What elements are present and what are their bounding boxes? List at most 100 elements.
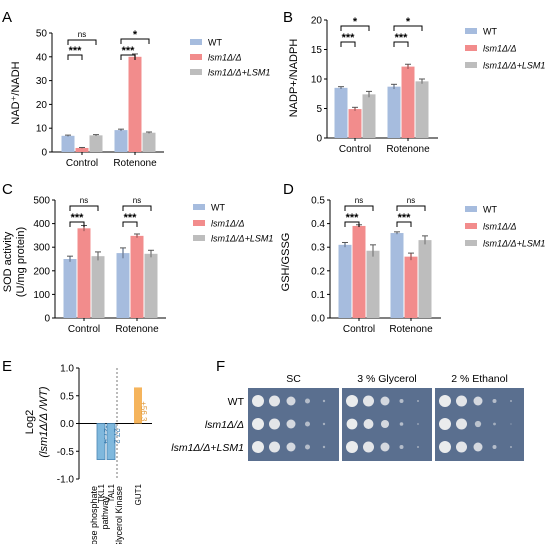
panel-a-sig-bracket — [120, 38, 150, 44]
panel-c-sig-label: ns — [80, 196, 88, 205]
panel-b-ytick-label: 5 — [316, 104, 322, 115]
panel-d-sig-label: ns — [407, 196, 415, 205]
panel-e-group-label: Pentose phosphate — [89, 486, 99, 544]
panel-e-bar-value: +56.3 — [139, 401, 148, 422]
spot-colony — [322, 445, 326, 449]
spot-colony — [380, 442, 390, 452]
panel-b-bar — [362, 94, 376, 138]
spot-colony — [439, 441, 451, 453]
spot-strain-label: lsm1Δ/Δ+LSM1 — [171, 442, 244, 454]
panel-b-ytick-label: 15 — [311, 45, 323, 56]
panel-a-legend-label: lsm1Δ/Δ — [208, 53, 242, 63]
panel-b-legend-swatch — [465, 45, 477, 51]
panel-d-ytick-label: 0.3 — [311, 243, 325, 254]
panel-d-sig-label: *** — [398, 212, 412, 224]
panel-c-legend-swatch — [193, 220, 205, 226]
panel-a-sig-label: *** — [122, 45, 136, 57]
panel-b-bar — [415, 81, 429, 138]
panel-d-legend-label: lsm1Δ/Δ — [483, 222, 517, 232]
spot-strain-label: WT — [228, 396, 245, 408]
panel-e-bar — [134, 387, 142, 424]
panel-c-ytick-label: 500 — [33, 196, 50, 207]
panel-c-legend-swatch — [193, 204, 205, 210]
panel-a-xtick-label: Rotenone — [113, 158, 157, 169]
spot-colony — [252, 418, 264, 430]
panel-e-ytick-label: -0.5 — [57, 447, 75, 458]
spot-colony — [380, 419, 390, 429]
panel-letter-d: D — [283, 181, 294, 198]
panel-e-ytick-label: -1.0 — [57, 475, 75, 486]
spot-colony — [269, 441, 280, 453]
panel-d-ytick-label: 0.1 — [311, 290, 325, 301]
panel-a-ylabel: NAD⁺/NADH — [10, 61, 22, 124]
spot-strain-label: lsm1Δ/Δ — [205, 419, 244, 431]
spot-colony — [346, 418, 358, 430]
panel-letter-c: C — [2, 181, 13, 198]
panel-c-bar — [144, 253, 158, 318]
panel-c-bar — [91, 256, 105, 318]
panel-a-legend-label: WT — [208, 38, 222, 48]
panel-letter-b: B — [283, 9, 293, 26]
panel-c-legend-swatch — [193, 235, 205, 241]
panel-a-sig-bracket — [67, 39, 97, 45]
panel-b-sig-label: *** — [395, 32, 409, 44]
spot-colony — [474, 420, 482, 428]
panel-a-sig-label: * — [133, 29, 138, 41]
panel-c-ytick-label: 300 — [33, 243, 50, 254]
panel-e-ylabel: Log2 — [24, 410, 36, 434]
panel-a-bar — [128, 56, 142, 152]
spot-colony — [286, 419, 296, 429]
panel-d-sig-label: *** — [346, 212, 360, 224]
panel-c-bar — [77, 228, 91, 318]
panel-a-bar — [89, 135, 103, 152]
spot-colony — [439, 395, 451, 407]
panel-letter-f: F — [216, 358, 225, 375]
spot-colony — [456, 395, 467, 407]
panel-d-bar — [338, 244, 352, 318]
panel-c-sig-bracket — [122, 221, 138, 227]
panel-e-gene-label: TAL1 — [107, 483, 116, 502]
spot-colony — [346, 441, 358, 453]
spot-colony — [322, 399, 326, 403]
panel-a-ytick-label: 0 — [41, 148, 47, 159]
spot-colony — [510, 446, 512, 448]
panel-d-ytick-label: 0.0 — [311, 314, 325, 325]
panel-a-legend-swatch — [190, 69, 202, 75]
panel-e-bar-value: -27.2 — [112, 426, 121, 445]
panel-c-sig-bracket — [122, 205, 152, 211]
panel-b-ytick-label: 0 — [316, 134, 322, 145]
spot-colony — [456, 441, 467, 453]
panel-d-ytick-label: 0.4 — [311, 219, 325, 230]
panel-b-ytick-label: 20 — [311, 16, 323, 27]
panel-b-sig-bracket — [340, 41, 356, 47]
panel-e-gene-label: TKL1 — [97, 483, 106, 503]
spot-colony — [399, 445, 404, 449]
panel-e-ytick-label: 0.5 — [60, 391, 74, 402]
spot-colony — [286, 442, 296, 452]
panel-d-bar — [390, 233, 404, 318]
panel-b-bar — [387, 86, 401, 138]
panel-a-bar — [114, 130, 128, 152]
spot-condition-label: 2 % Ethanol — [451, 373, 508, 385]
panel-a-ytick-label: 40 — [36, 52, 48, 63]
panel-c-ytick-label: 0 — [44, 314, 50, 325]
panel-b-xtick-label: Rotenone — [386, 144, 430, 155]
panel-letter-a: A — [2, 9, 12, 26]
spot-colony — [305, 398, 310, 404]
spot-condition-label: SC — [286, 373, 301, 385]
panel-b-sig-label: * — [406, 16, 411, 28]
panel-d-ytick-label: 0.2 — [311, 266, 325, 277]
spot-colony — [305, 444, 310, 450]
panel-c-ytick-label: 100 — [33, 290, 50, 301]
spot-colony — [473, 396, 483, 406]
panel-b-ylabel: NADP+/NADPH — [288, 39, 300, 118]
spot-colony — [492, 445, 497, 449]
spot-assay: SC 3 % Glycerol 2 % Ethanol WT lsm1Δ/Δ lsm1Δ/… — [171, 373, 524, 461]
panel-e-group-label: Glycerol Kinase — [114, 486, 124, 544]
panel-c-sig-bracket — [69, 221, 85, 227]
spot-colony — [510, 423, 512, 425]
panel-c-legend-label: WT — [211, 203, 225, 213]
panel-c-bar — [63, 259, 77, 318]
panel-d-sig-bracket — [396, 205, 426, 211]
